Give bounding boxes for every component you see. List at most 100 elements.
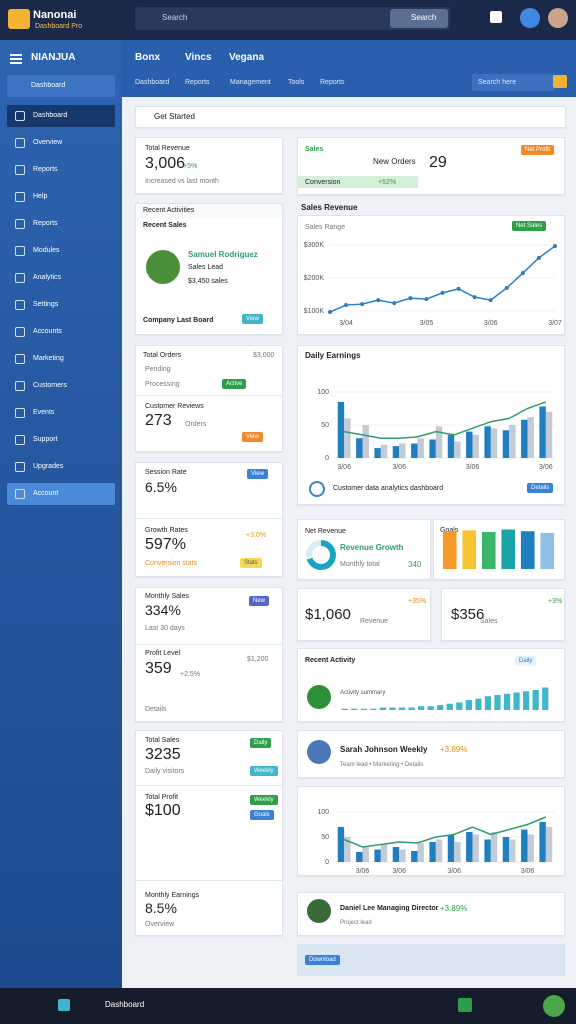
title: Monthly Sales [145, 593, 189, 600]
bar [545, 827, 553, 862]
badge[interactable]: Daily [515, 656, 537, 666]
items[interactable]: Help [33, 193, 48, 200]
item-icon [15, 165, 25, 175]
meta: Team lead • Marketing • Details [340, 762, 424, 768]
name: Sarah Johnson Weekly [340, 745, 428, 754]
active-item [7, 483, 115, 505]
title: Profit Level [145, 650, 181, 657]
subtabs[interactable]: Reports [320, 79, 345, 86]
y-tick-label: 100 [317, 389, 329, 396]
bar [545, 411, 553, 458]
bar [351, 708, 358, 710]
label: Sales Range [305, 224, 346, 231]
delta: +3.89% [440, 904, 468, 913]
point [488, 298, 493, 303]
point [504, 285, 509, 290]
item-icon [15, 246, 25, 256]
bar [465, 700, 472, 710]
divider [136, 785, 282, 786]
items[interactable]: Settings [33, 301, 59, 308]
bar [408, 707, 415, 710]
search: Dashboard [31, 82, 66, 89]
unit: Orders [185, 421, 207, 428]
badge[interactable]: Net Sales [512, 221, 547, 231]
tabs[interactable]: Bonx [135, 52, 160, 63]
bar [380, 844, 388, 862]
subtitle: Recent Sales [143, 222, 187, 229]
bar [370, 708, 377, 710]
badge[interactable]: New [249, 596, 270, 606]
badge[interactable]: Active [222, 379, 247, 389]
label: New Orders [373, 157, 416, 166]
badge[interactable]: Net Profit [521, 145, 555, 155]
download[interactable]: Download [305, 955, 340, 965]
items[interactable]: Customers [33, 382, 67, 389]
subtabs[interactable]: Reports [185, 79, 210, 86]
y-tick-label: $100K [304, 308, 325, 315]
footer: Company Last Board [143, 317, 214, 324]
card [135, 462, 283, 577]
items[interactable]: Analytics [33, 274, 62, 281]
bar [472, 434, 479, 458]
title: Total Orders [143, 352, 182, 359]
tabs[interactable]: Vegana [229, 52, 265, 63]
item-icon [15, 327, 25, 337]
bar [337, 401, 345, 458]
items[interactable]: Reports [33, 220, 58, 227]
bar [527, 417, 534, 458]
subtabs[interactable]: Tools [288, 79, 305, 86]
y-tick-label: 100 [317, 809, 329, 816]
title: Sales Revenue [301, 203, 358, 212]
point [376, 298, 381, 303]
delta: +3.89% [440, 745, 468, 754]
search-button[interactable]: Search [411, 13, 437, 22]
button[interactable]: View [242, 314, 263, 324]
item-icon [15, 381, 25, 391]
tabs[interactable]: Vincs [185, 52, 212, 63]
download-panel [297, 944, 565, 976]
subtabs[interactable]: Dashboard [135, 79, 170, 86]
note: Increased vs last month [145, 178, 219, 185]
items[interactable]: Events [33, 409, 55, 416]
items[interactable]: Account [33, 490, 59, 497]
items[interactable]: Marketing [33, 355, 64, 362]
bar [494, 695, 501, 710]
value: 6.5% [145, 479, 177, 495]
items[interactable]: Support [33, 436, 58, 443]
bar [447, 434, 455, 458]
meta: $1,200 [247, 656, 269, 663]
items[interactable]: Overview [33, 139, 63, 146]
items[interactable]: Reports [33, 166, 58, 173]
item-icon [15, 138, 25, 148]
badge[interactable]: View [247, 469, 268, 479]
name: Daniel Lee Managing Director [340, 905, 439, 912]
bar [379, 707, 387, 710]
badge[interactable]: Stats [240, 558, 262, 568]
divider [136, 644, 282, 645]
items[interactable]: Dashboard [33, 112, 68, 119]
badge[interactable]: View [242, 432, 263, 442]
items[interactable]: Modules [33, 247, 60, 254]
bar [466, 431, 473, 458]
button[interactable]: Details [527, 483, 554, 493]
bar [542, 687, 549, 710]
badge[interactable]: Daily [250, 738, 272, 748]
items[interactable]: Accounts [33, 328, 62, 335]
line [344, 401, 547, 439]
donut-slice [306, 540, 336, 570]
divider [136, 518, 282, 519]
bar [417, 438, 424, 458]
badge2[interactable]: Goals [250, 810, 274, 820]
bar [362, 425, 369, 458]
y-tick-label: 0 [325, 455, 329, 462]
bar [442, 531, 457, 569]
mini-title: Goals [440, 527, 459, 534]
items[interactable]: Upgrades [33, 463, 64, 470]
title: Total Sales [145, 737, 180, 744]
avatar [146, 250, 180, 284]
badge2[interactable]: Weekly [250, 766, 278, 776]
search-bar: Get Started [154, 112, 195, 121]
badge[interactable]: Weekly [250, 795, 278, 805]
subtabs[interactable]: Management [230, 79, 271, 86]
